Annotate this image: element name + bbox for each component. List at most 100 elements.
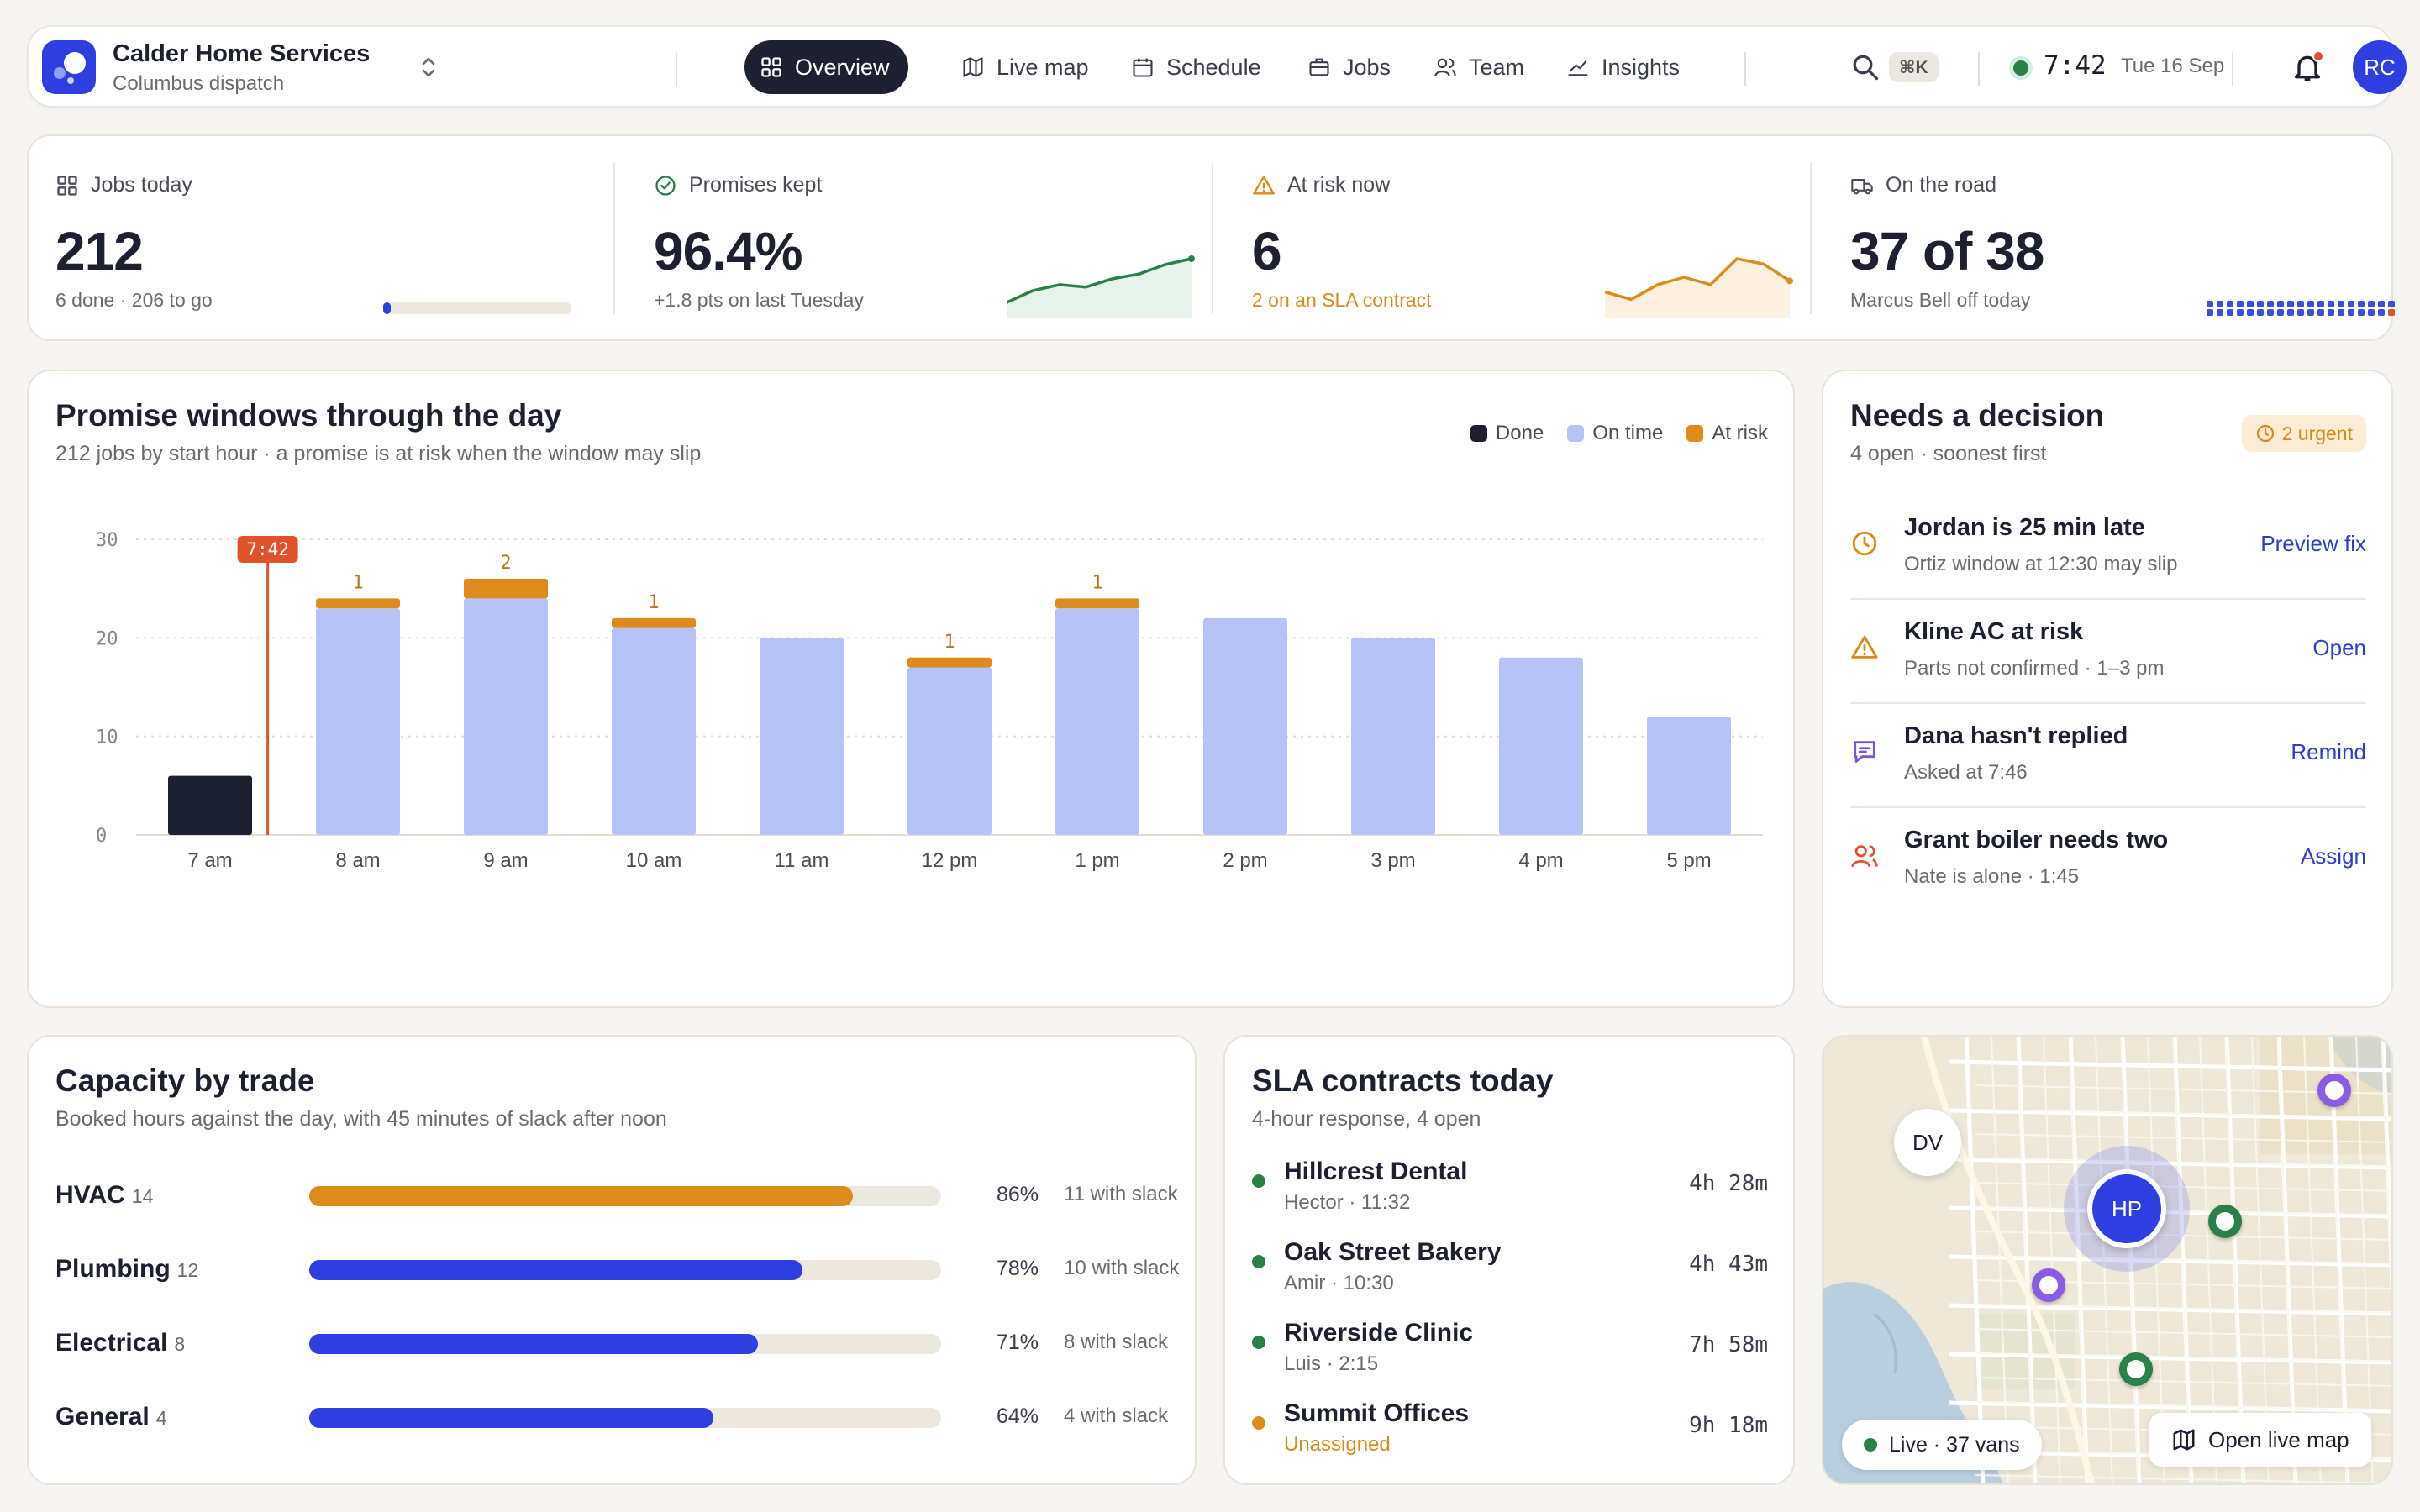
van-on-road-dot: [2227, 301, 2233, 307]
kpi-promises-kept[interactable]: Promises kept 96.4% +1.8 pts on last Tue…: [627, 136, 1218, 343]
van-on-road-dot: [2328, 301, 2334, 307]
slack-count: 11 with slack: [1064, 1183, 1178, 1205]
minor-street: [2381, 1037, 2391, 1307]
decision-item[interactable]: Grant boiler needs two Nate is alone · 1…: [1850, 808, 2366, 912]
briefcase-icon: [1309, 58, 1329, 76]
status-dot: [1252, 1416, 1265, 1430]
x-tick-label: 8 am: [335, 849, 380, 872]
trade-count: 8: [174, 1333, 186, 1355]
x-tick-label: 5 pm: [1666, 849, 1711, 872]
sla-item[interactable]: Hillcrest Dental Hector · 11:32 4h 28m: [1252, 1149, 1768, 1225]
van-hp-marker[interactable]: HP: [2087, 1169, 2166, 1248]
capacity-row[interactable]: General 4 64% 4 with slack: [55, 1401, 1181, 1435]
nav-live-map[interactable]: Live map: [946, 40, 1107, 94]
y-tick-label: 30: [96, 530, 118, 551]
minor-street: [2303, 1037, 2322, 1483]
nav-schedule[interactable]: Schedule: [1116, 40, 1280, 94]
van-on-road-dot: [2247, 301, 2254, 307]
sla-item[interactable]: Riverside Clinic Luis · 2:15 7h 58m: [1252, 1310, 1768, 1386]
kpi-jobs-today[interactable]: Jobs today 212 6 done · 206 to go: [29, 136, 620, 343]
van-pin[interactable]: [2119, 1352, 2153, 1386]
legend-label: On time: [1592, 422, 1664, 444]
company-logo[interactable]: [42, 40, 96, 94]
capacity-row[interactable]: HVAC 14 86% 11 with slack: [55, 1179, 1181, 1213]
urgent-badge[interactable]: 2 urgent: [2241, 415, 2366, 452]
capacity-track: [309, 1186, 941, 1206]
minor-street: [1974, 1255, 2391, 1265]
capacity-row[interactable]: Electrical 8 71% 8 with slack: [55, 1327, 1181, 1361]
company-name[interactable]: Calder Home Services: [113, 40, 371, 67]
open-live-map-button[interactable]: Open live map: [2149, 1413, 2371, 1467]
minor-street: [1974, 1133, 2391, 1143]
preview-fix-button[interactable]: Preview fix: [2260, 531, 2366, 556]
bar-on-time: [760, 638, 844, 835]
van-on-road-dot: [2297, 301, 2304, 307]
legend-item-done[interactable]: Done: [1470, 422, 1544, 445]
map-icon: [963, 57, 983, 77]
van-pin[interactable]: [2032, 1268, 2065, 1302]
chevron-updown-icon[interactable]: [418, 52, 439, 82]
van-on-road-dot: [2317, 301, 2324, 307]
sla-item[interactable]: Oak Street Bakery Amir · 10:30 4h 43m: [1252, 1230, 1768, 1305]
sla-contracts-card: SLA contracts today 4-hour response, 4 o…: [1223, 1035, 1795, 1485]
van-pin[interactable]: [2208, 1205, 2242, 1238]
sla-item[interactable]: Summit Offices Unassigned 9h 18m: [1252, 1391, 1768, 1467]
nav-label: Overview: [795, 54, 890, 80]
warning-icon: [1851, 635, 1878, 659]
bell-icon[interactable]: [2291, 50, 2324, 84]
search-shortcut[interactable]: ⌘K: [1889, 52, 1939, 82]
van-on-road-dot: [2307, 301, 2314, 307]
divider: [1978, 52, 1980, 86]
nav-overview[interactable]: Overview: [744, 40, 908, 94]
capacity-row[interactable]: Plumbing 12 78% 10 with slack: [55, 1253, 1181, 1287]
legend-item-at-risk[interactable]: At risk: [1686, 422, 1768, 445]
trade-name: General 4: [55, 1403, 167, 1431]
kpi-sub: +1.8 pts on last Tuesday: [654, 289, 864, 311]
now-marker-badge: [237, 536, 298, 563]
promise-windows-card: Promise windows through the day 212 jobs…: [27, 370, 1795, 1008]
sparkline-area: [1605, 259, 1790, 318]
slack-count: 8 with slack: [1064, 1331, 1169, 1353]
van-on-road-dot: [2317, 309, 2324, 316]
legend-item-on-time[interactable]: On time: [1567, 422, 1663, 445]
x-tick-label: 2 pm: [1223, 849, 1267, 872]
x-tick-label: 4 pm: [1518, 849, 1563, 872]
top-bar: Calder Home Services Columbus dispatch O…: [27, 25, 2407, 108]
minor-street: [1974, 1474, 2391, 1483]
nav-insights[interactable]: Insights: [1551, 40, 1698, 94]
minor-street: [2199, 1037, 2217, 1483]
card-subtitle: Booked hours against the day, with 45 mi…: [55, 1107, 667, 1131]
decision-title: Jordan is 25 min late: [1904, 514, 2145, 541]
minor-street: [1991, 1037, 2009, 1483]
trade-count: 4: [155, 1407, 167, 1429]
search-icon[interactable]: [1850, 52, 1881, 82]
van-dv-marker[interactable]: DV: [1894, 1109, 1961, 1176]
chart-icon: [1568, 60, 1588, 76]
decision-detail: Ortiz window at 12:30 may slip: [1904, 553, 2178, 575]
sla-remaining: 4h 43m: [1689, 1252, 1768, 1277]
nav-team[interactable]: Team: [1418, 40, 1543, 94]
decision-item[interactable]: Dana hasn't replied Asked at 7:46 Remind: [1850, 704, 2366, 808]
van-pin[interactable]: [2317, 1074, 2351, 1107]
decision-item[interactable]: Kline AC at risk Parts not confirmed · 1…: [1850, 600, 2366, 704]
open-button[interactable]: Open: [2312, 635, 2366, 660]
risk-sparkline: [1605, 257, 1793, 318]
sla-remaining: 7h 58m: [1689, 1332, 1768, 1357]
user-avatar[interactable]: RC: [2353, 40, 2407, 94]
kpi-value: 6: [1252, 221, 1282, 281]
at-risk-label: 2: [500, 553, 511, 574]
people-icon: [1851, 845, 1878, 868]
remind-button[interactable]: Remind: [2291, 739, 2366, 764]
kpi-label-text: Promises kept: [689, 173, 823, 197]
sla-client: Riverside Clinic: [1284, 1319, 1474, 1347]
kpi-at-risk[interactable]: At risk now 6 2 on an SLA contract: [1225, 136, 1817, 343]
decision-item[interactable]: Jordan is 25 min late Ortiz window at 12…: [1850, 496, 2366, 600]
sparkline-area: [1007, 259, 1192, 318]
kpi-label-text: On the road: [1886, 173, 1997, 197]
bar-on-time: [464, 598, 548, 835]
sla-client: Hillcrest Dental: [1284, 1158, 1468, 1185]
kpi-on-the-road[interactable]: On the road 37 of 38 Marcus Bell off tod…: [1823, 136, 2415, 343]
assign-button[interactable]: Assign: [2300, 843, 2366, 869]
nav-jobs[interactable]: Jobs: [1292, 40, 1409, 94]
live-map-preview[interactable]: DV HP Live · 37 vans Open live map: [1822, 1035, 2393, 1485]
